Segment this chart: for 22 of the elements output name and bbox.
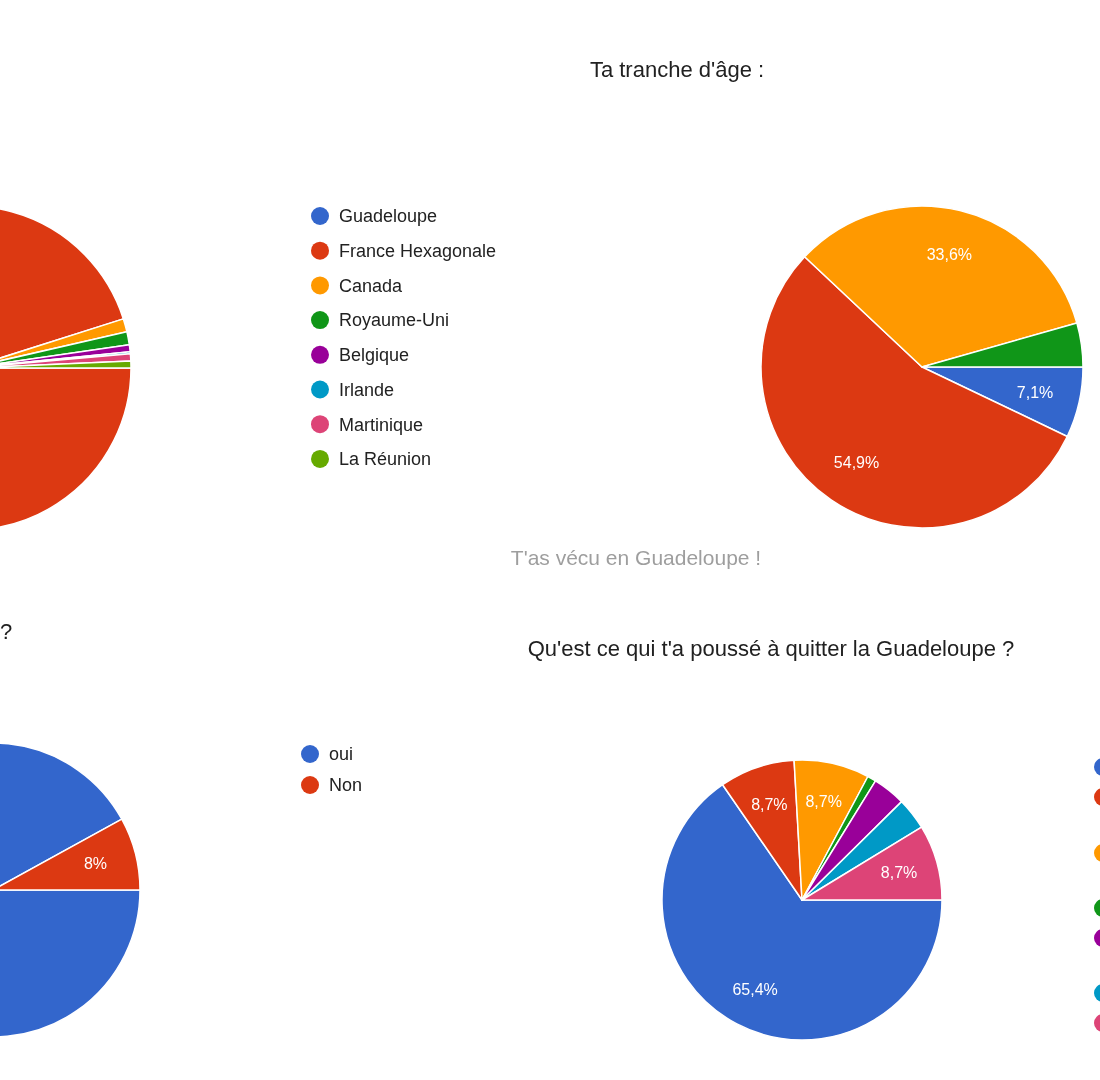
data-label: 8,7% (805, 793, 842, 811)
data-label: 8,7% (880, 864, 918, 882)
data-label: 8,7% (751, 796, 788, 814)
legend-label: Belgique (339, 345, 410, 366)
legend-label: Non (329, 775, 363, 796)
legend-label: Irlande (339, 379, 395, 400)
legend-label: Guadeloupe (339, 206, 438, 227)
data-label: 8% (83, 855, 108, 873)
data-label: 7,1% (1016, 384, 1054, 402)
legend-label: Martinique (339, 414, 424, 435)
data-label: 54,9% (833, 454, 880, 472)
legend-label: Royaume-Uni (339, 310, 450, 331)
data-label: 33,6% (926, 245, 973, 263)
chart-title: ? (0, 619, 13, 644)
legend-label: La Réunion (339, 449, 432, 470)
text: T'as vécu en Guadeloupe ! (510, 546, 762, 569)
chart-title: Qu'est ce qui t'a poussé à quitter la Guadeloupe ? (527, 636, 1015, 661)
legend-label: Canada (339, 275, 404, 296)
chart-title: Ta tranche d'âge : (589, 57, 765, 82)
data-label: 65,4% (732, 980, 778, 998)
legend-label: oui (329, 744, 354, 765)
legend-label: France Hexagonale (339, 241, 497, 261)
